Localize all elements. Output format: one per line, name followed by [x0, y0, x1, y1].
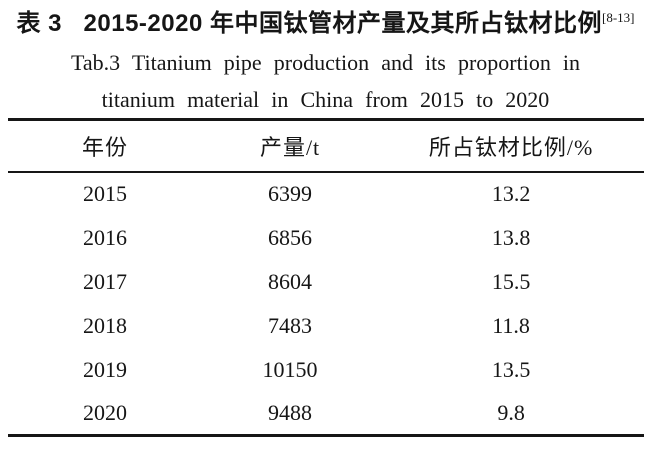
table-row: 2017 8604 15.5 [8, 260, 644, 304]
production-cell: 8604 [268, 268, 313, 294]
production-cell: 7483 [268, 312, 313, 338]
production-cell: 6399 [268, 181, 313, 206]
production-table: 年份 产量/t 所占钛材比例/% 2015 6399 13.2 2016 685… [8, 118, 644, 437]
table-caption-zh: 表 3 2015-2020 年中国钛管材产量及其所占钛材比例[8-13] [0, 8, 651, 40]
table-caption-en-line1: Tab.3 Titanium pipe production and its p… [70, 50, 581, 75]
table-row: 2020 9488 9.8 [8, 392, 644, 436]
proportion-cell: 15.5 [491, 268, 531, 294]
table-row: 2019 10150 13.5 [8, 348, 644, 392]
proportion-cell: 13.5 [491, 356, 531, 382]
year-cell: 2015 [82, 181, 127, 206]
proportion-cell: 11.8 [492, 312, 530, 338]
year-cell: 2018 [82, 312, 127, 338]
table-caption-zh-label: 表 3 [16, 10, 63, 37]
year-cell: 2016 [82, 224, 127, 250]
citation-superscript: [8-13] [601, 10, 635, 25]
table-row: 2015 6399 13.2 [8, 172, 644, 216]
column-header-production: 产量/t [201, 119, 379, 173]
production-cell: 6856 [268, 224, 313, 250]
proportion-cell: 9.8 [497, 399, 525, 425]
table-caption-zh-text: 2015-2020 年中国钛管材产量及其所占钛材比例 [83, 10, 602, 37]
table-row: 2016 6856 13.8 [8, 216, 644, 260]
year-cell: 2020 [82, 399, 127, 425]
production-cell: 9488 [268, 399, 313, 425]
year-cell: 2017 [82, 268, 127, 294]
proportion-cell: 13.2 [491, 181, 531, 206]
table-header-row: 年份 产量/t 所占钛材比例/% [8, 119, 644, 173]
year-cell: 2019 [82, 356, 127, 382]
column-header-year: 年份 [8, 119, 202, 173]
production-cell: 10150 [262, 356, 318, 382]
table-caption-en-line2: titanium material in China from 2015 to … [101, 87, 550, 112]
column-header-proportion: 所占钛材比例/% [378, 119, 644, 173]
proportion-cell: 13.8 [491, 224, 531, 250]
table-row: 2018 7483 11.8 [8, 304, 644, 348]
